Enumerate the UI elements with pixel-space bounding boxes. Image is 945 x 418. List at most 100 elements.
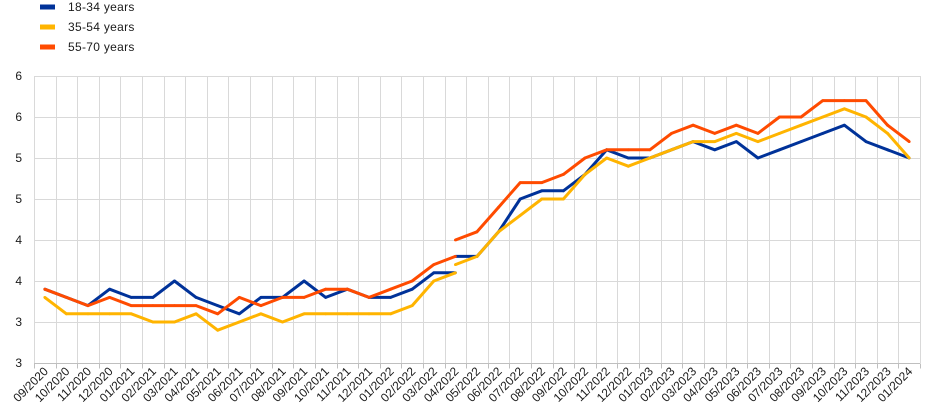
data-point-35-54-years-01-2022: [389, 312, 392, 316]
data-point-35-54-years-02-2023: [670, 148, 673, 152]
data-point-55-70-years-06-2021: [237, 296, 241, 299]
data-point-18-34-years-03-2021: [173, 279, 176, 283]
data-point-55-70-years-01-2024: [907, 140, 911, 144]
data-point-55-70-years-09-2023: [821, 99, 825, 102]
data-point-55-70-years-04-2022: [454, 238, 457, 242]
y-tick-label: 6: [15, 69, 22, 83]
data-point-18-34-years-06-2023: [756, 156, 760, 160]
data-point-18-34-years-07-2023: [778, 148, 781, 152]
data-point-35-54-years-10-2020: [65, 312, 68, 316]
data-point-35-54-years-11-2022: [605, 156, 609, 160]
legend-swatch: [40, 44, 55, 50]
data-point-55-70-years-02-2022: [410, 279, 414, 283]
legend-label: 55-70 years: [68, 40, 135, 54]
data-point-55-70-years-01-2023: [648, 148, 652, 152]
data-point-18-34-years-12-2023: [886, 148, 889, 152]
data-point-35-54-years-04-2023: [713, 140, 717, 144]
data-point-55-70-years-04-2021: [194, 304, 198, 307]
data-point-55-70-years-10-2023: [843, 99, 846, 102]
data-point-35-54-years-02-2022: [410, 304, 414, 307]
data-point-35-54-years-05-2021: [216, 328, 220, 332]
data-point-35-54-years-07-2021: [259, 312, 263, 316]
data-point-35-54-years-01-2021: [129, 312, 133, 316]
legend: 18-34 years 35-54 years 55-70 years: [40, 0, 135, 54]
series-line-35-54-years-segment-1: [43, 271, 456, 332]
data-point-35-54-years-01-2024: [907, 156, 911, 160]
data-point-35-54-years-04-2022: [454, 263, 457, 266]
y-tick-label: 5: [15, 151, 22, 165]
data-point-18-34-years-11-2023: [864, 140, 868, 144]
y-axis-tick-labels: 3 3 4 4 5 5 6 6: [15, 69, 22, 370]
y-tick-label: 6: [15, 110, 22, 124]
legend-swatch: [40, 4, 55, 10]
data-point-18-34-years-05-2023: [734, 140, 738, 144]
data-point-35-54-years-06-2021: [237, 320, 241, 324]
data-point-35-54-years-08-2021: [281, 320, 284, 324]
data-point-35-54-years-07-2022: [518, 214, 522, 217]
data-point-35-54-years-09-2020: [43, 296, 47, 299]
data-point-55-70-years-11-2021: [345, 287, 349, 291]
y-tick-label: 5: [15, 192, 22, 206]
data-point-55-70-years-04-2022: [454, 255, 457, 258]
data-point-18-34-years-10-2023: [843, 123, 846, 127]
y-tick-label: 4: [15, 233, 22, 247]
data-point-55-70-years-10-2021: [324, 287, 328, 291]
data-point-55-70-years-04-2023: [713, 132, 717, 135]
data-point-55-70-years-12-2023: [886, 123, 889, 127]
x-axis-tick-labels: 09/202010/202011/202012/202001/202102/20…: [10, 364, 915, 405]
data-point-35-54-years-03-2023: [691, 140, 695, 144]
data-point-35-54-years-06-2022: [497, 230, 500, 234]
data-point-35-54-years-11-2023: [864, 115, 868, 119]
data-point-18-34-years-05-2021: [216, 304, 220, 307]
data-point-55-70-years-06-2022: [497, 205, 500, 209]
data-point-18-34-years-02-2022: [410, 287, 414, 291]
series-line-55-70-years-segment-2: [454, 99, 911, 242]
data-point-18-34-years-08-2022: [540, 189, 544, 193]
data-point-55-70-years-09-2021: [302, 296, 306, 299]
data-point-18-34-years-06-2021: [237, 312, 241, 316]
data-point-35-54-years-04-2021: [194, 312, 198, 316]
data-point-35-54-years-05-2022: [475, 255, 479, 258]
data-point-55-70-years-08-2022: [540, 181, 544, 185]
data-point-35-54-years-12-2022: [626, 164, 630, 168]
data-point-35-54-years-08-2022: [540, 197, 544, 201]
data-point-18-34-years-12-2020: [108, 287, 111, 291]
data-point-55-70-years-10-2020: [65, 296, 68, 299]
data-point-55-70-years-07-2022: [518, 181, 522, 185]
data-point-35-54-years-01-2023: [648, 156, 652, 160]
legend-label: 35-54 years: [68, 20, 135, 34]
gridlines: [34, 76, 921, 363]
x-axis: [34, 363, 921, 369]
y-tick-label: 4: [15, 274, 22, 288]
data-point-18-34-years-08-2023: [799, 140, 803, 144]
data-point-55-70-years-03-2022: [432, 263, 436, 266]
data-point-55-70-years-08-2021: [281, 296, 284, 299]
data-point-55-70-years-08-2023: [799, 115, 803, 119]
data-point-55-70-years-05-2023: [734, 123, 738, 127]
data-point-18-34-years-01-2022: [389, 296, 392, 299]
data-point-55-70-years-02-2021: [151, 304, 155, 307]
data-point-55-70-years-07-2023: [778, 115, 781, 119]
data-point-55-70-years-03-2021: [173, 304, 176, 307]
data-point-35-54-years-11-2020: [86, 312, 90, 316]
data-point-55-70-years-10-2022: [583, 156, 587, 160]
data-point-18-34-years-09-2023: [821, 132, 825, 135]
data-point-18-34-years-07-2022: [518, 197, 522, 201]
data-point-55-70-years-11-2022: [605, 148, 609, 152]
series-line-18-34-years-segment-1: [44, 271, 456, 316]
data-point-35-54-years-12-2020: [108, 312, 111, 316]
series-line-55-70-years-segment-1: [44, 254, 456, 316]
data-point-55-70-years-12-2020: [108, 296, 111, 299]
data-point-18-34-years-04-2023: [713, 148, 717, 152]
series-55-70-years: [43, 99, 911, 316]
legend-item: 18-34 years: [40, 0, 134, 14]
data-point-35-54-years-09-2023: [821, 115, 825, 119]
data-point-35-54-years-04-2022: [454, 271, 457, 275]
data-point-55-70-years-09-2022: [562, 173, 565, 176]
data-point-18-34-years-07-2021: [259, 296, 263, 299]
data-point-18-34-years-03-2022: [432, 271, 436, 275]
data-point-35-54-years-10-2021: [324, 312, 328, 316]
data-point-55-70-years-12-2022: [626, 148, 630, 152]
data-point-18-34-years-01-2021: [129, 296, 133, 299]
data-point-35-54-years-10-2023: [843, 107, 846, 111]
